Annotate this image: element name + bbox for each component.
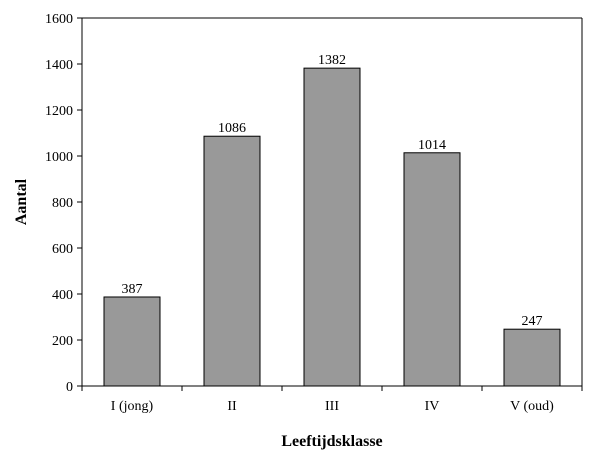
plot-frame xyxy=(82,17,583,386)
y-ticks-group: 0 200 400 600 800 1000 1200 1400 1600 xyxy=(45,12,82,395)
y-tick-label: 1400 xyxy=(45,58,73,73)
x-category-label: I (jong) xyxy=(111,399,154,414)
y-tick-label: 0 xyxy=(66,380,73,395)
y-tick-label: 600 xyxy=(52,242,73,257)
y-tick-label: 1000 xyxy=(45,150,73,165)
y-tick-label: 1600 xyxy=(45,12,73,27)
y-tick-label: 400 xyxy=(52,288,73,303)
x-ticks-group: I (jong) II III IV V (oud) xyxy=(81,386,583,414)
y-tick-label: 1200 xyxy=(45,104,73,119)
y-tick-label: 800 xyxy=(52,196,73,211)
bars-group xyxy=(103,67,561,387)
x-category-label: V (oud) xyxy=(510,399,554,414)
bar xyxy=(403,152,461,387)
bar-value-label: 1086 xyxy=(218,121,246,136)
x-category-label: II xyxy=(227,399,237,414)
x-axis: I (jong) II III IV V (oud) xyxy=(81,385,583,414)
y-tick-label: 200 xyxy=(52,334,73,349)
x-category-label: IV xyxy=(425,399,440,414)
x-axis-title: Leeftijdsklasse xyxy=(281,433,382,450)
y-axis-title: Aantal xyxy=(13,178,30,225)
bar xyxy=(503,328,561,387)
bar-value-label: 1382 xyxy=(318,53,346,68)
bar xyxy=(303,67,361,387)
bar xyxy=(203,135,261,387)
bar-value-label: 387 xyxy=(122,282,143,297)
bar xyxy=(103,296,161,387)
y-axis: 0 200 400 600 800 1000 1200 1400 1600 xyxy=(45,12,83,395)
bar-value-label: 1014 xyxy=(418,138,446,153)
data-labels-group: 387 1086 1382 1014 247 xyxy=(122,53,543,329)
x-category-label: III xyxy=(325,399,339,414)
bar-value-label: 247 xyxy=(522,314,543,329)
